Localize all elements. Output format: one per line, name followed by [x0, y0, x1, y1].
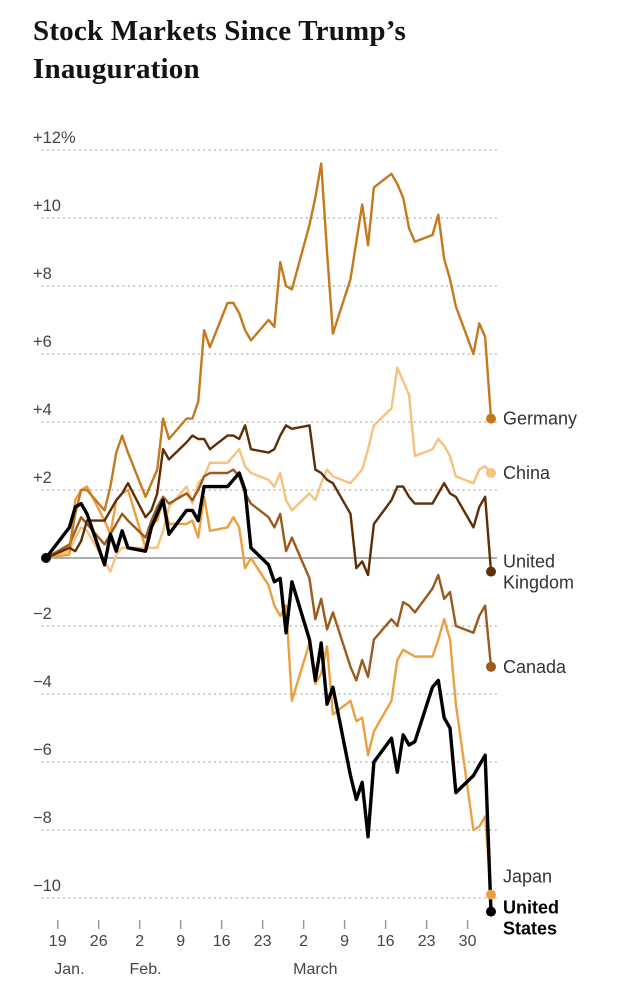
series-line-japan — [44, 485, 493, 896]
page-title-line-2: Inauguration — [33, 53, 200, 85]
x-tick-label: 23 — [418, 933, 436, 950]
y-axis-label: +12% — [33, 129, 76, 147]
series-label-united-states: States — [503, 919, 557, 939]
end-dot-canada — [486, 661, 496, 672]
series-label-japan: Japan — [503, 867, 552, 887]
series-label-germany: Germany — [503, 409, 577, 429]
page-title-line-1: Stock Markets Since Trump’s — [33, 15, 406, 47]
x-month-label: March — [293, 961, 337, 978]
series-label-canada: Canada — [503, 657, 567, 677]
y-axis-label: −8 — [33, 809, 52, 827]
end-dot-china — [486, 468, 496, 478]
y-axis-label: −4 — [33, 673, 52, 691]
series-line-united-states — [44, 471, 493, 914]
x-tick-label: 9 — [340, 933, 349, 950]
x-month-label: Jan. — [54, 961, 84, 978]
x-tick-label: 26 — [90, 933, 108, 950]
series-label-china: China — [503, 463, 551, 483]
x-tick-label: 23 — [254, 933, 272, 950]
y-axis-label: +6 — [33, 333, 52, 351]
x-month-label: Feb. — [130, 961, 162, 978]
x-tick-label: 19 — [49, 933, 67, 950]
series-label-united-kingdom: United — [503, 552, 555, 572]
x-tick-label: 2 — [299, 933, 308, 950]
end-dot-germany — [486, 413, 496, 424]
x-tick-label: 16 — [377, 933, 395, 950]
y-axis-label: +4 — [33, 401, 52, 419]
series-line-canada — [44, 468, 493, 682]
series-label-united-kingdom: Kingdom — [503, 573, 574, 593]
y-axis-label: −2 — [33, 605, 52, 623]
y-axis-label: +8 — [33, 265, 52, 283]
x-tick-label: 9 — [176, 933, 185, 950]
x-tick-label: 16 — [213, 933, 231, 950]
end-dot-united-states — [486, 906, 496, 917]
x-tick-label: 2 — [135, 933, 144, 950]
y-axis-label: +10 — [33, 197, 61, 215]
end-dot-japan — [486, 889, 496, 900]
x-tick-label: 30 — [459, 933, 477, 950]
y-axis-label: −6 — [33, 741, 52, 759]
y-axis-label: −10 — [33, 877, 61, 895]
page-title: Stock Markets Since Trump’s Inauguration — [33, 12, 406, 88]
y-axis-label: +2 — [33, 469, 52, 487]
series-label-united-states: United — [503, 898, 559, 918]
series-line-united-kingdom — [44, 424, 493, 577]
end-dot-united-kingdom — [486, 566, 496, 577]
start-dot — [41, 553, 51, 563]
series-line-germany — [44, 162, 493, 560]
